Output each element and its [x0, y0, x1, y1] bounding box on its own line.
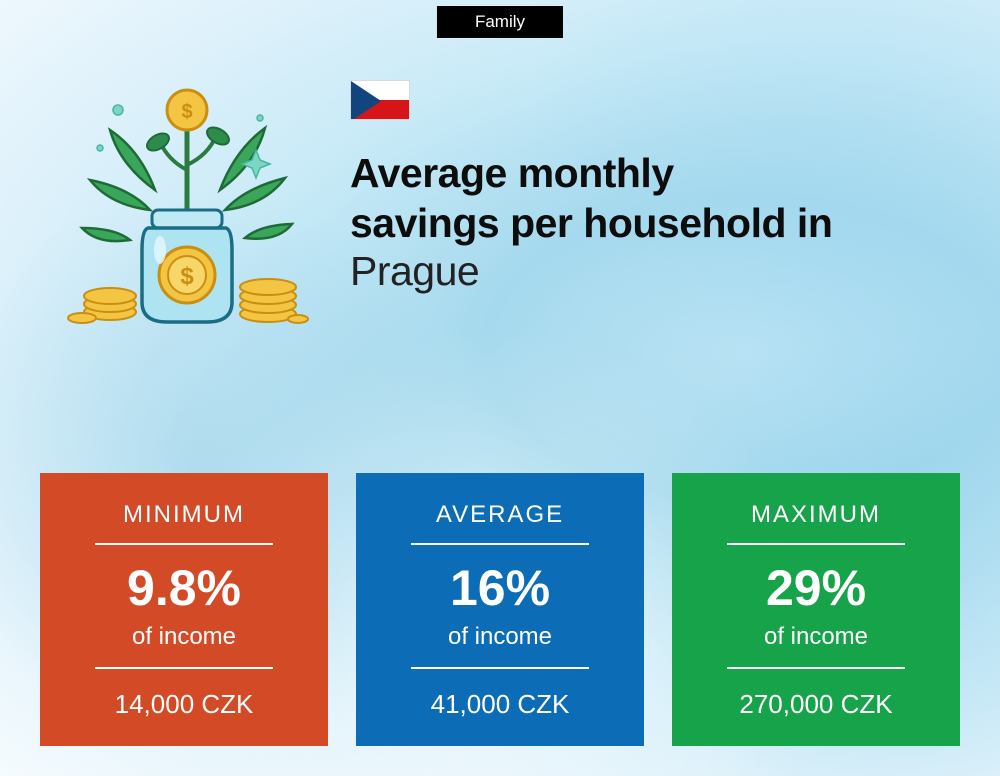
card-sub: of income [764, 623, 868, 651]
card-label: MAXIMUM [751, 501, 881, 529]
coin-stack-left-icon [68, 288, 136, 323]
card-amount: 270,000 CZK [739, 689, 892, 720]
card-amount: 14,000 CZK [115, 689, 254, 720]
jar-icon: $ [142, 210, 232, 322]
card-minimum: MINIMUM 9.8% of income 14,000 CZK [40, 473, 328, 746]
card-divider [95, 543, 273, 545]
coin-stack-right-icon [240, 279, 308, 323]
title-line-2: savings per household in [350, 198, 960, 248]
card-amount: 41,000 CZK [431, 689, 570, 720]
card-divider [411, 667, 589, 669]
card-percent: 9.8% [127, 563, 241, 613]
hero-section: $ $ Average monthly [60, 70, 960, 330]
card-sub: of income [448, 623, 552, 651]
svg-text:$: $ [181, 101, 192, 123]
card-label: MINIMUM [123, 501, 245, 529]
czech-flag-icon [350, 80, 410, 120]
svg-text:$: $ [180, 263, 194, 290]
savings-jar-illustration: $ $ [60, 70, 310, 330]
card-divider [727, 543, 905, 545]
title-block: Average monthly savings per household in… [350, 70, 960, 295]
card-percent: 16% [450, 563, 550, 613]
card-divider [411, 543, 589, 545]
card-maximum: MAXIMUM 29% of income 270,000 CZK [672, 473, 960, 746]
card-divider [727, 667, 905, 669]
card-divider [95, 667, 273, 669]
card-sub: of income [132, 623, 236, 651]
stat-cards-row: MINIMUM 9.8% of income 14,000 CZK AVERAG… [40, 473, 960, 746]
title-city: Prague [350, 248, 960, 295]
card-average: AVERAGE 16% of income 41,000 CZK [356, 473, 644, 746]
title-line-1: Average monthly [350, 148, 960, 198]
category-badge: Family [437, 6, 563, 38]
card-label: AVERAGE [436, 501, 564, 529]
card-percent: 29% [766, 563, 866, 613]
